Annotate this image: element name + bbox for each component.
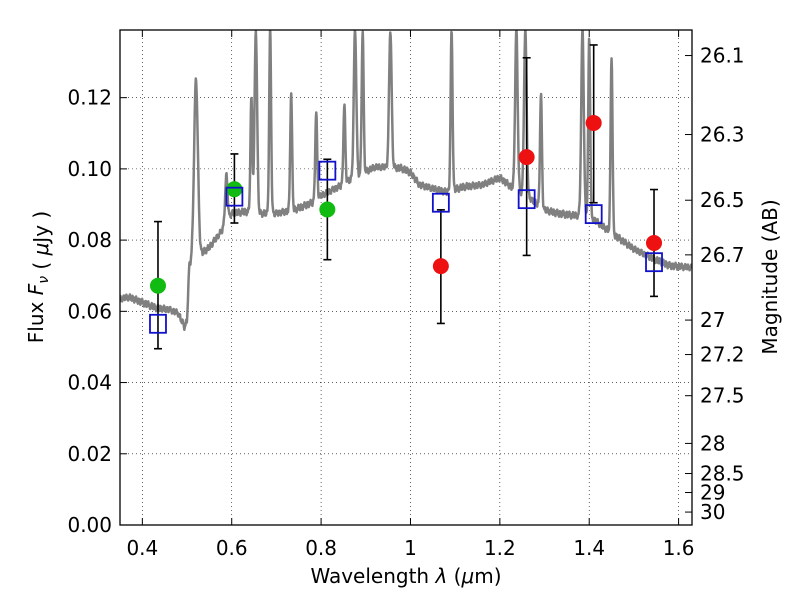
data-point-0-0 xyxy=(149,277,166,294)
x-tick-label-0: 0.4 xyxy=(126,536,158,560)
model-band-point-3 xyxy=(431,192,450,213)
mag-tick-label-0: 26.1 xyxy=(700,44,745,68)
data-point-0-1 xyxy=(226,181,243,198)
x-tick-label-4: 1.2 xyxy=(484,536,516,560)
axes: 0.4 0.6 0.8 1 1.2 1.4 1.6 0.00 0.02 0.04 0.06 0.08 0… xyxy=(67,29,745,560)
mag-tick-label-2: 26.5 xyxy=(700,188,745,212)
plot-area xyxy=(120,30,692,350)
x-tick-label-3: 1 xyxy=(404,536,417,560)
model-band-point-1 xyxy=(225,186,244,207)
x-tick-label-1: 0.6 xyxy=(216,536,248,560)
y2-axis-label: Magnitude (AB) xyxy=(758,199,782,354)
y-tick-label-1: 0.02 xyxy=(67,442,112,466)
mag-tick-label-10: 30 xyxy=(700,500,725,524)
y-tick-label-6: 0.12 xyxy=(67,86,112,110)
y-tick-label-3: 0.06 xyxy=(67,299,112,323)
y-tick-label-4: 0.08 xyxy=(67,228,112,252)
data-point-1-2 xyxy=(585,114,602,131)
data-point-1-3 xyxy=(646,234,663,251)
data-point-0-2 xyxy=(319,201,336,218)
data-point-1-1 xyxy=(518,149,535,166)
y-tick-label-0: 0.00 xyxy=(67,513,112,537)
mag-tick-label-3: 26.7 xyxy=(700,243,745,267)
x-tick-label-6: 1.6 xyxy=(663,536,695,560)
model-spectrum-line xyxy=(120,30,692,332)
mag-tick-label-6: 27.5 xyxy=(700,384,745,408)
x-axis-label: Wavelength λ (μm) xyxy=(310,564,501,588)
mag-tick-label-1: 26.3 xyxy=(700,123,745,147)
model-band-point-5 xyxy=(584,204,603,225)
model-band-point-6 xyxy=(645,252,663,273)
x-tick-label-5: 1.4 xyxy=(573,536,605,560)
mag-tick-label-9: 29 xyxy=(700,481,725,505)
x-tick-label-2: 0.8 xyxy=(305,536,337,560)
y-tick-label-2: 0.04 xyxy=(67,371,112,395)
y-tick-label-5: 0.10 xyxy=(67,157,112,181)
model-band-point-0 xyxy=(149,313,167,334)
y-axis-label: Flux Fν ( μJy ) xyxy=(24,211,53,343)
mag-tick-label-5: 27.2 xyxy=(700,343,745,367)
model-band-point-4 xyxy=(517,189,536,210)
model-band-point-2 xyxy=(318,160,337,181)
data-point-1-0 xyxy=(432,258,449,275)
plot-frame xyxy=(119,29,693,526)
mag-tick-label-4: 27 xyxy=(700,308,725,332)
mag-tick-label-8: 28.5 xyxy=(700,462,745,486)
grid-lines xyxy=(120,30,692,525)
mag-tick-label-7: 28 xyxy=(700,431,725,455)
